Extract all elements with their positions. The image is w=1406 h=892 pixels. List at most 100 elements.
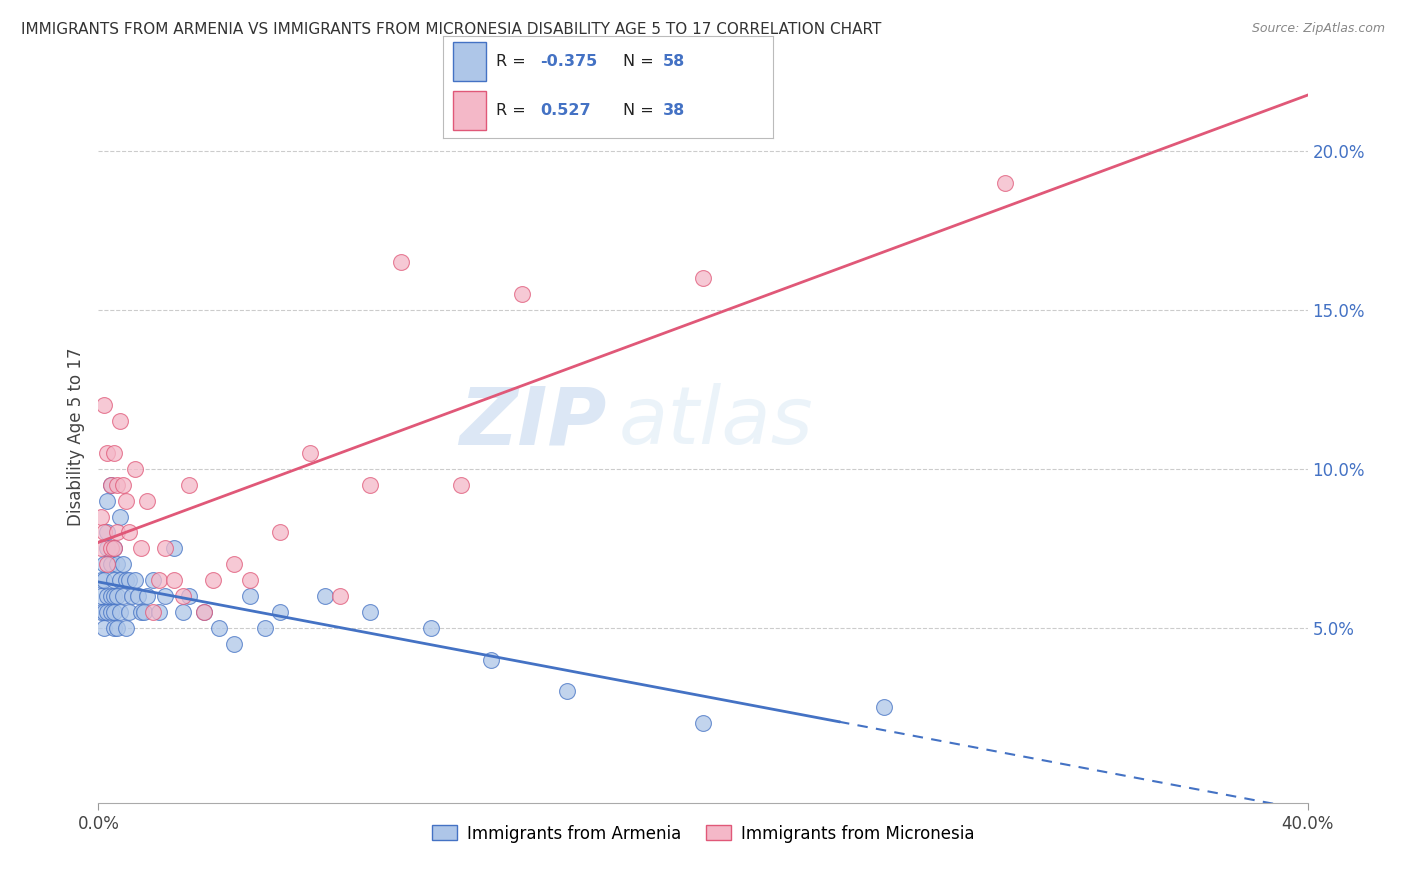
- Point: [269, 525, 291, 540]
- Point: [994, 176, 1017, 190]
- Point: [692, 271, 714, 285]
- Text: IMMIGRANTS FROM ARMENIA VS IMMIGRANTS FROM MICRONESIA DISABILITY AGE 5 TO 17 COR: IMMIGRANTS FROM ARMENIA VS IMMIGRANTS FR…: [21, 22, 882, 37]
- Point: [314, 589, 336, 603]
- Point: [114, 621, 136, 635]
- Point: [450, 477, 472, 491]
- Point: [208, 621, 231, 635]
- Point: [90, 509, 112, 524]
- Point: [118, 525, 141, 540]
- Point: [114, 493, 136, 508]
- Point: [269, 605, 291, 619]
- Point: [93, 573, 115, 587]
- Text: 38: 38: [662, 103, 685, 118]
- Point: [111, 589, 134, 603]
- Point: [103, 621, 125, 635]
- Point: [105, 477, 128, 491]
- Point: [90, 605, 112, 619]
- Point: [124, 462, 146, 476]
- Point: [193, 605, 215, 619]
- Point: [105, 621, 128, 635]
- Legend: Immigrants from Armenia, Immigrants from Micronesia: Immigrants from Armenia, Immigrants from…: [425, 818, 981, 849]
- Point: [100, 477, 122, 491]
- Point: [239, 589, 262, 603]
- Point: [329, 589, 352, 603]
- Point: [202, 573, 225, 587]
- Point: [555, 684, 578, 698]
- Point: [100, 558, 122, 572]
- Point: [100, 589, 122, 603]
- Point: [93, 398, 115, 412]
- Point: [93, 525, 115, 540]
- Point: [121, 589, 143, 603]
- Point: [108, 414, 131, 428]
- Point: [96, 558, 118, 572]
- Point: [224, 558, 246, 572]
- Point: [103, 605, 125, 619]
- Point: [103, 589, 125, 603]
- Point: [389, 255, 412, 269]
- Point: [172, 589, 194, 603]
- Text: Source: ZipAtlas.com: Source: ZipAtlas.com: [1251, 22, 1385, 36]
- Y-axis label: Disability Age 5 to 17: Disability Age 5 to 17: [66, 348, 84, 526]
- Point: [253, 621, 276, 635]
- Point: [481, 653, 503, 667]
- Point: [148, 605, 170, 619]
- Point: [179, 477, 201, 491]
- Point: [90, 541, 112, 556]
- Point: [105, 589, 128, 603]
- Point: [142, 605, 165, 619]
- Point: [153, 589, 176, 603]
- Point: [90, 573, 112, 587]
- Point: [93, 558, 115, 572]
- Point: [873, 700, 896, 714]
- Text: N =: N =: [623, 103, 654, 118]
- Point: [420, 621, 443, 635]
- Point: [96, 493, 118, 508]
- Point: [239, 573, 262, 587]
- Point: [193, 605, 215, 619]
- Point: [163, 541, 186, 556]
- Point: [100, 477, 122, 491]
- Point: [148, 573, 170, 587]
- Point: [96, 541, 118, 556]
- Point: [100, 605, 122, 619]
- Point: [224, 637, 246, 651]
- Point: [142, 573, 165, 587]
- Text: R =: R =: [496, 54, 526, 69]
- Point: [510, 287, 533, 301]
- Point: [96, 446, 118, 460]
- Point: [360, 477, 382, 491]
- Point: [96, 589, 118, 603]
- Text: ZIP: ZIP: [458, 384, 606, 461]
- Text: 0.527: 0.527: [540, 103, 591, 118]
- Point: [103, 541, 125, 556]
- Point: [129, 605, 152, 619]
- Point: [105, 525, 128, 540]
- Point: [135, 589, 157, 603]
- FancyBboxPatch shape: [453, 42, 486, 81]
- Point: [118, 573, 141, 587]
- Text: 58: 58: [662, 54, 685, 69]
- Point: [179, 589, 201, 603]
- Point: [124, 573, 146, 587]
- Point: [93, 605, 115, 619]
- Point: [96, 525, 118, 540]
- Point: [132, 605, 155, 619]
- Point: [129, 541, 152, 556]
- Point: [299, 446, 322, 460]
- Text: atlas: atlas: [619, 384, 813, 461]
- Point: [100, 541, 122, 556]
- Point: [103, 541, 125, 556]
- Point: [127, 589, 149, 603]
- Point: [135, 493, 157, 508]
- Point: [153, 541, 176, 556]
- Point: [105, 558, 128, 572]
- Point: [172, 605, 194, 619]
- Point: [103, 573, 125, 587]
- Point: [96, 605, 118, 619]
- FancyBboxPatch shape: [453, 91, 486, 130]
- Point: [114, 573, 136, 587]
- Point: [118, 605, 141, 619]
- Text: R =: R =: [496, 103, 526, 118]
- Point: [111, 477, 134, 491]
